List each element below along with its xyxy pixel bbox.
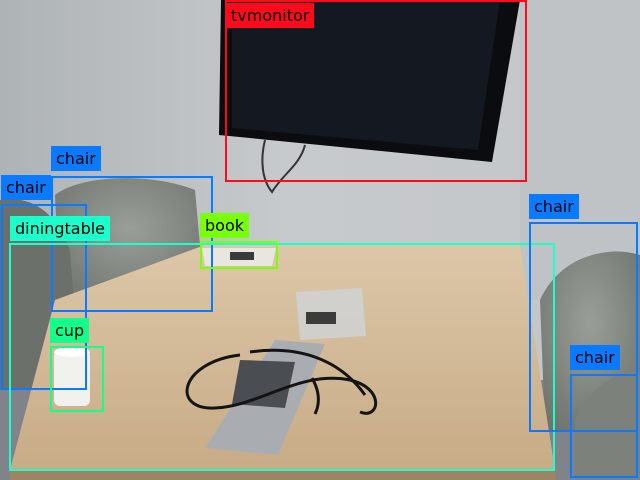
cup-label: cup [50, 318, 90, 343]
wall-corner [520, 0, 640, 300]
chair-label-far-left: chair [1, 175, 51, 200]
book-mark [230, 252, 254, 260]
cup [54, 350, 90, 406]
chair-label-back-left: chair [51, 146, 101, 171]
diningtable-label: diningtable [10, 216, 111, 241]
table-edge [10, 470, 556, 480]
cable-tray-shadow [232, 360, 295, 408]
tv-cable [261, 139, 306, 194]
book-label: book [200, 213, 249, 238]
chair-label-right-back: chair [529, 194, 579, 219]
cup-rim [54, 347, 90, 357]
chair-right-front [575, 371, 640, 480]
tvmonitor-label: tvmonitor [226, 3, 315, 28]
tv-bezel-reflection [232, 0, 500, 150]
cables [185, 348, 378, 415]
plastic-box-content [306, 312, 336, 324]
chair-label-right-front: chair [570, 345, 620, 370]
